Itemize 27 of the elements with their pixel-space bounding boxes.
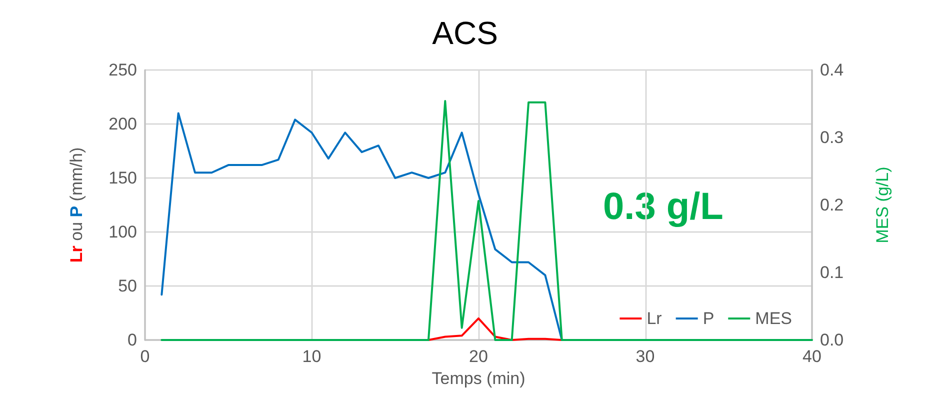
- y-tick-label: 50: [118, 276, 137, 296]
- x-tick-label: 40: [802, 347, 822, 366]
- legend-label: MES: [755, 309, 792, 328]
- y2-tick-label: 0.0: [820, 330, 844, 350]
- y2-axis-title: MES (g/L): [873, 166, 892, 244]
- x-tick-label: 10: [302, 347, 322, 366]
- y2-tick-label: 0.1: [820, 263, 844, 282]
- y2-tick-label: 0.3: [820, 128, 844, 147]
- legend-label: P: [702, 309, 714, 328]
- y2-tick-label: 0.2: [820, 196, 844, 214]
- x-tick-label: 30: [636, 347, 655, 366]
- x-tick-label: 20: [469, 347, 488, 366]
- x-axis-title: Temps (min): [432, 368, 526, 388]
- chart-title: ACS: [432, 15, 498, 51]
- y-tick-label: 200: [108, 114, 137, 134]
- y-tick-label: 100: [108, 222, 137, 242]
- x-tick-label: 0: [140, 347, 150, 366]
- y-axis-title: Lr ou P (mm/h): [67, 147, 86, 263]
- annotation: 0.3 g/L: [603, 186, 724, 228]
- line-series: [160, 100, 813, 341]
- y2-tick-label: 0.4: [820, 60, 844, 80]
- line-series: [427, 317, 563, 341]
- y-tick-label: 250: [108, 60, 137, 80]
- legend-label: Lr: [646, 309, 662, 328]
- y-tick-label: 0: [128, 330, 137, 350]
- line-series: [160, 112, 563, 341]
- y-tick-label: 150: [108, 168, 137, 188]
